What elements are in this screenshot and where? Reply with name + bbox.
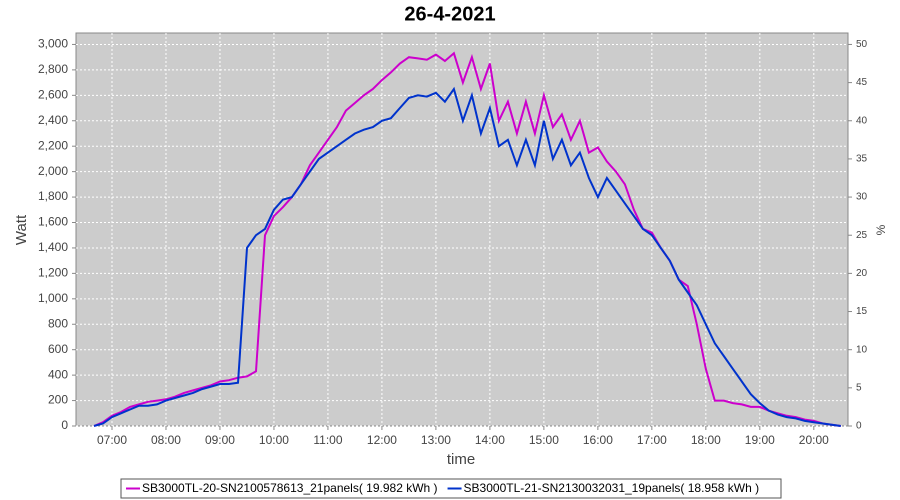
y-tick-label: 200 [48,393,68,407]
y-tick-label: 2,200 [38,138,68,152]
y2-tick-label: 35 [856,154,868,165]
legend-label: SB3000TL-20-SN2100578613_21panels( 19.98… [142,481,438,495]
y2-axis-label: % [874,224,888,235]
y2-tick-label: 15 [856,306,868,317]
y2-tick-label: 50 [856,39,868,50]
y-tick-label: 800 [48,316,68,330]
x-tick-label: 07:00 [97,433,127,447]
series-line [93,51,841,427]
y-tick-label: 2,800 [38,62,68,76]
y-tick-label: 1,400 [38,240,68,254]
y-tick-label: 2,400 [38,113,68,127]
x-tick-label: 18:00 [691,433,721,447]
x-tick-label: 17:00 [637,433,667,447]
chart-title: 26-4-2021 [404,3,495,25]
y2-tick-label: 40 [856,115,868,126]
y-tick-label: 2,000 [38,164,68,178]
x-tick-label: 08:00 [151,433,181,447]
y-axis-label: Watt [13,214,30,245]
y-tick-label: 1,800 [38,189,68,203]
x-tick-label: 19:00 [745,433,775,447]
x-tick-label: 13:00 [421,433,451,447]
x-tick-label: 12:00 [367,433,397,447]
y2-tick-label: 25 [856,230,868,241]
x-tick-label: 10:00 [259,433,289,447]
x-tick-label: 15:00 [529,433,559,447]
y-tick-label: 1,200 [38,266,68,280]
y-tick-label: 400 [48,367,68,381]
y-tick-label: 600 [48,342,68,356]
y2-tick-label: 10 [856,344,868,355]
series-line [93,86,841,427]
x-tick-label: 16:00 [583,433,613,447]
x-tick-label: 20:00 [799,433,829,447]
y-tick-label: 2,600 [38,87,68,101]
y-tick-label: 0 [61,418,68,432]
y-tick-label: 1,600 [38,215,68,229]
x-tick-label: 11:00 [313,433,342,447]
y2-tick-label: 20 [856,268,868,279]
y2-tick-label: 5 [856,382,862,393]
y2-tick-label: 45 [856,77,868,88]
y2-tick-label: 0 [856,421,862,432]
y-tick-label: 3,000 [38,37,68,51]
x-axis-label: time [447,451,475,468]
plot-area [75,32,849,427]
x-tick-label: 14:00 [475,433,505,447]
y-tick-label: 1,000 [38,291,68,305]
y2-tick-label: 30 [856,192,868,203]
legend-label: SB3000TL-21-SN2130032031_19panels( 18.95… [464,481,760,495]
x-tick-label: 09:00 [205,433,235,447]
